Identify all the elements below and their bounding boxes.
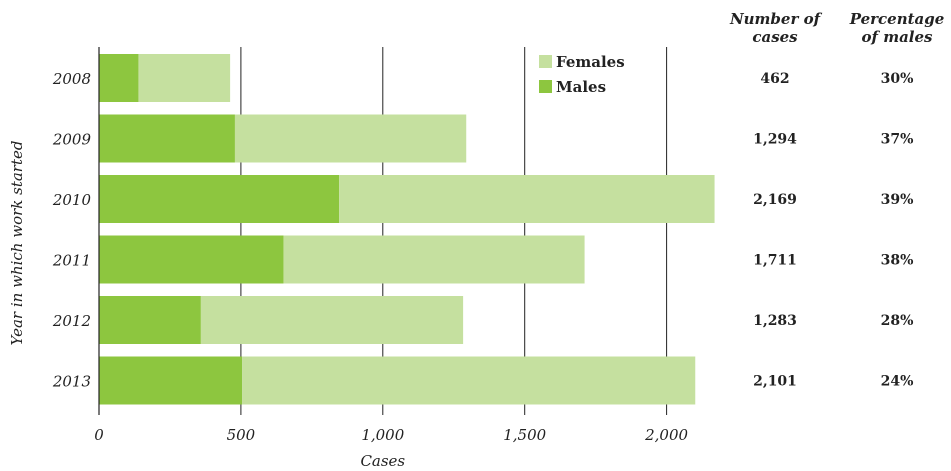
y-tick-label-2013: 2013 [52, 373, 91, 391]
bar-females-2009 [234, 114, 467, 163]
bar-males-2011 [99, 235, 284, 284]
pct-header-line2: of males [862, 28, 934, 46]
pct-males-value-2011: 38% [881, 253, 914, 269]
x-tick-label-3: 1,500 [503, 426, 546, 444]
cases-value-2012: 1,283 [753, 313, 797, 329]
legend-swatch-females [539, 55, 552, 68]
x-tick-label-1: 500 [227, 426, 256, 444]
y-tick-label-2011: 2011 [52, 252, 91, 270]
bar-males-2013 [99, 356, 243, 405]
cases-value-2009: 1,294 [753, 132, 797, 148]
cases-value-2011: 1,711 [753, 253, 797, 269]
cases-value-2013: 2,101 [753, 374, 797, 390]
bar-females-2013 [242, 356, 696, 405]
legend-swatch-males [539, 80, 552, 93]
cases-header-line1: Number of [729, 10, 823, 28]
x-tick-label-0: 0 [94, 426, 104, 444]
x-tick-label-2: 1,000 [361, 426, 404, 444]
pct-males-value-2010: 39% [881, 192, 914, 208]
bar-males-2008 [99, 54, 139, 102]
bar-females-2008 [138, 54, 231, 102]
bar-females-2010 [339, 175, 715, 223]
y-tick-label-2010: 2010 [52, 191, 92, 209]
legend-label-females: Females [556, 53, 625, 71]
bar-males-2012 [99, 296, 201, 344]
y-tick-label-2009: 2009 [52, 131, 92, 149]
y-tick-label-2008: 2008 [52, 70, 91, 88]
cases-value-2008: 462 [760, 71, 789, 87]
bar-females-2012 [200, 296, 464, 344]
pct-header-line1: Percentage [849, 10, 945, 28]
pct-males-value-2008: 30% [881, 71, 914, 87]
y-tick-label-2012: 2012 [52, 312, 91, 330]
legend-label-males: Males [556, 78, 606, 96]
bar-males-2010 [99, 175, 340, 223]
cases-value-2010: 2,169 [753, 192, 797, 208]
pct-males-value-2012: 28% [881, 313, 914, 329]
y-axis-title: Year in which work started [8, 141, 26, 346]
pct-males-value-2009: 37% [881, 132, 914, 148]
bar-males-2009 [99, 114, 235, 163]
bar-females-2011 [283, 235, 585, 284]
pct-males-value-2013: 24% [881, 374, 914, 390]
x-tick-label-4: 2,000 [644, 426, 688, 444]
cases-header-line2: cases [752, 28, 798, 46]
x-axis-title: Cases [360, 452, 405, 470]
